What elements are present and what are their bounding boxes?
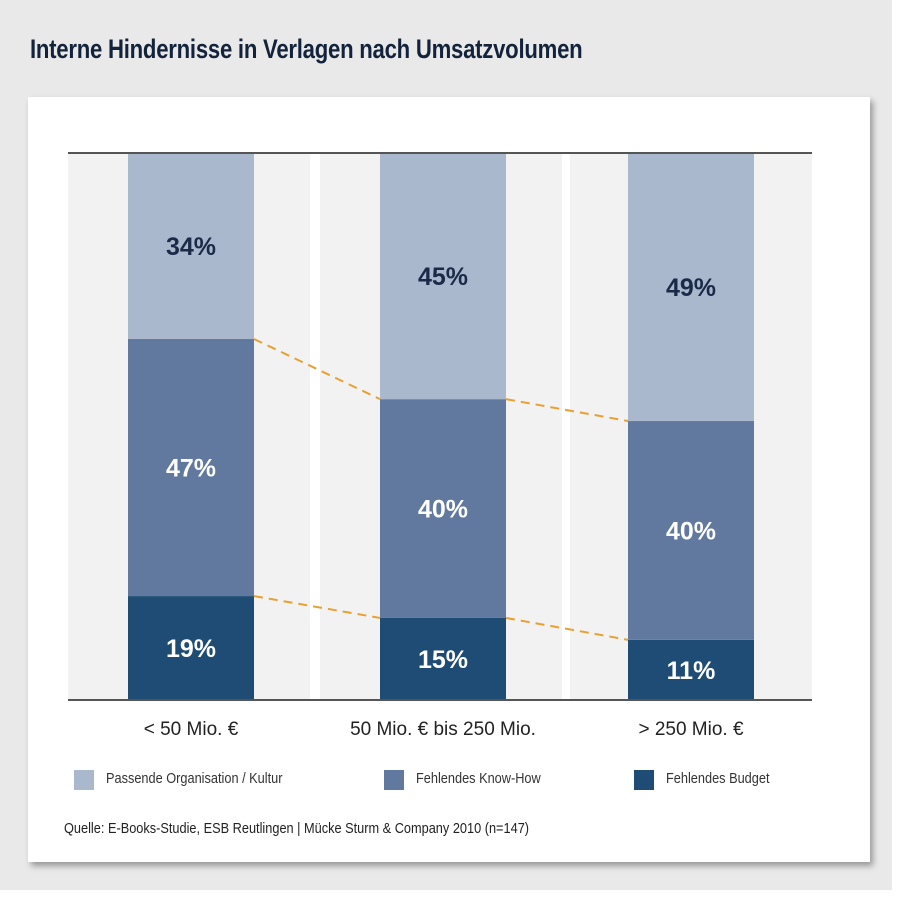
bar-segment	[628, 421, 754, 640]
data-label: 40%	[666, 517, 716, 545]
data-label: 19%	[166, 635, 216, 663]
data-label: 45%	[418, 263, 468, 291]
data-label: 11%	[667, 657, 716, 685]
bar-segment	[128, 596, 254, 700]
legend-label-organisation: Passende Organisation / Kultur	[106, 770, 283, 787]
legend-swatch-know-how	[384, 770, 404, 790]
source-note: Quelle: E-Books-Studie, ESB Reutlingen |…	[64, 820, 530, 837]
bar-segment	[128, 338, 254, 597]
connector-line	[505, 616, 629, 641]
data-label: 47%	[166, 455, 216, 483]
legend-swatch-organisation	[74, 770, 94, 790]
data-label: 15%	[418, 646, 468, 674]
legend-swatch-budget	[634, 770, 654, 790]
data-label: 40%	[418, 496, 468, 524]
bar-segment	[128, 153, 254, 339]
connector-line	[505, 398, 629, 423]
chart-title: Interne Hindernisse in Verlagen nach Ums…	[30, 34, 583, 64]
legend-label-budget: Fehlendes Budget	[666, 770, 770, 787]
bar-segment	[380, 399, 506, 618]
bar-segment	[628, 153, 754, 422]
bar-segment	[380, 617, 506, 700]
connector-line	[253, 338, 381, 401]
x-tick-label: < 50 Mio. €	[144, 719, 239, 740]
x-tick-label: 50 Mio. € bis 250 Mio.	[350, 719, 536, 740]
x-tick-label: > 250 Mio. €	[638, 719, 744, 740]
data-label: 34%	[166, 233, 216, 261]
legend-label-know-how: Fehlendes Know-How	[416, 770, 541, 787]
bar-segment	[628, 639, 754, 700]
connector-line	[253, 595, 381, 619]
data-label: 49%	[666, 274, 716, 302]
bar-segment	[380, 153, 506, 400]
